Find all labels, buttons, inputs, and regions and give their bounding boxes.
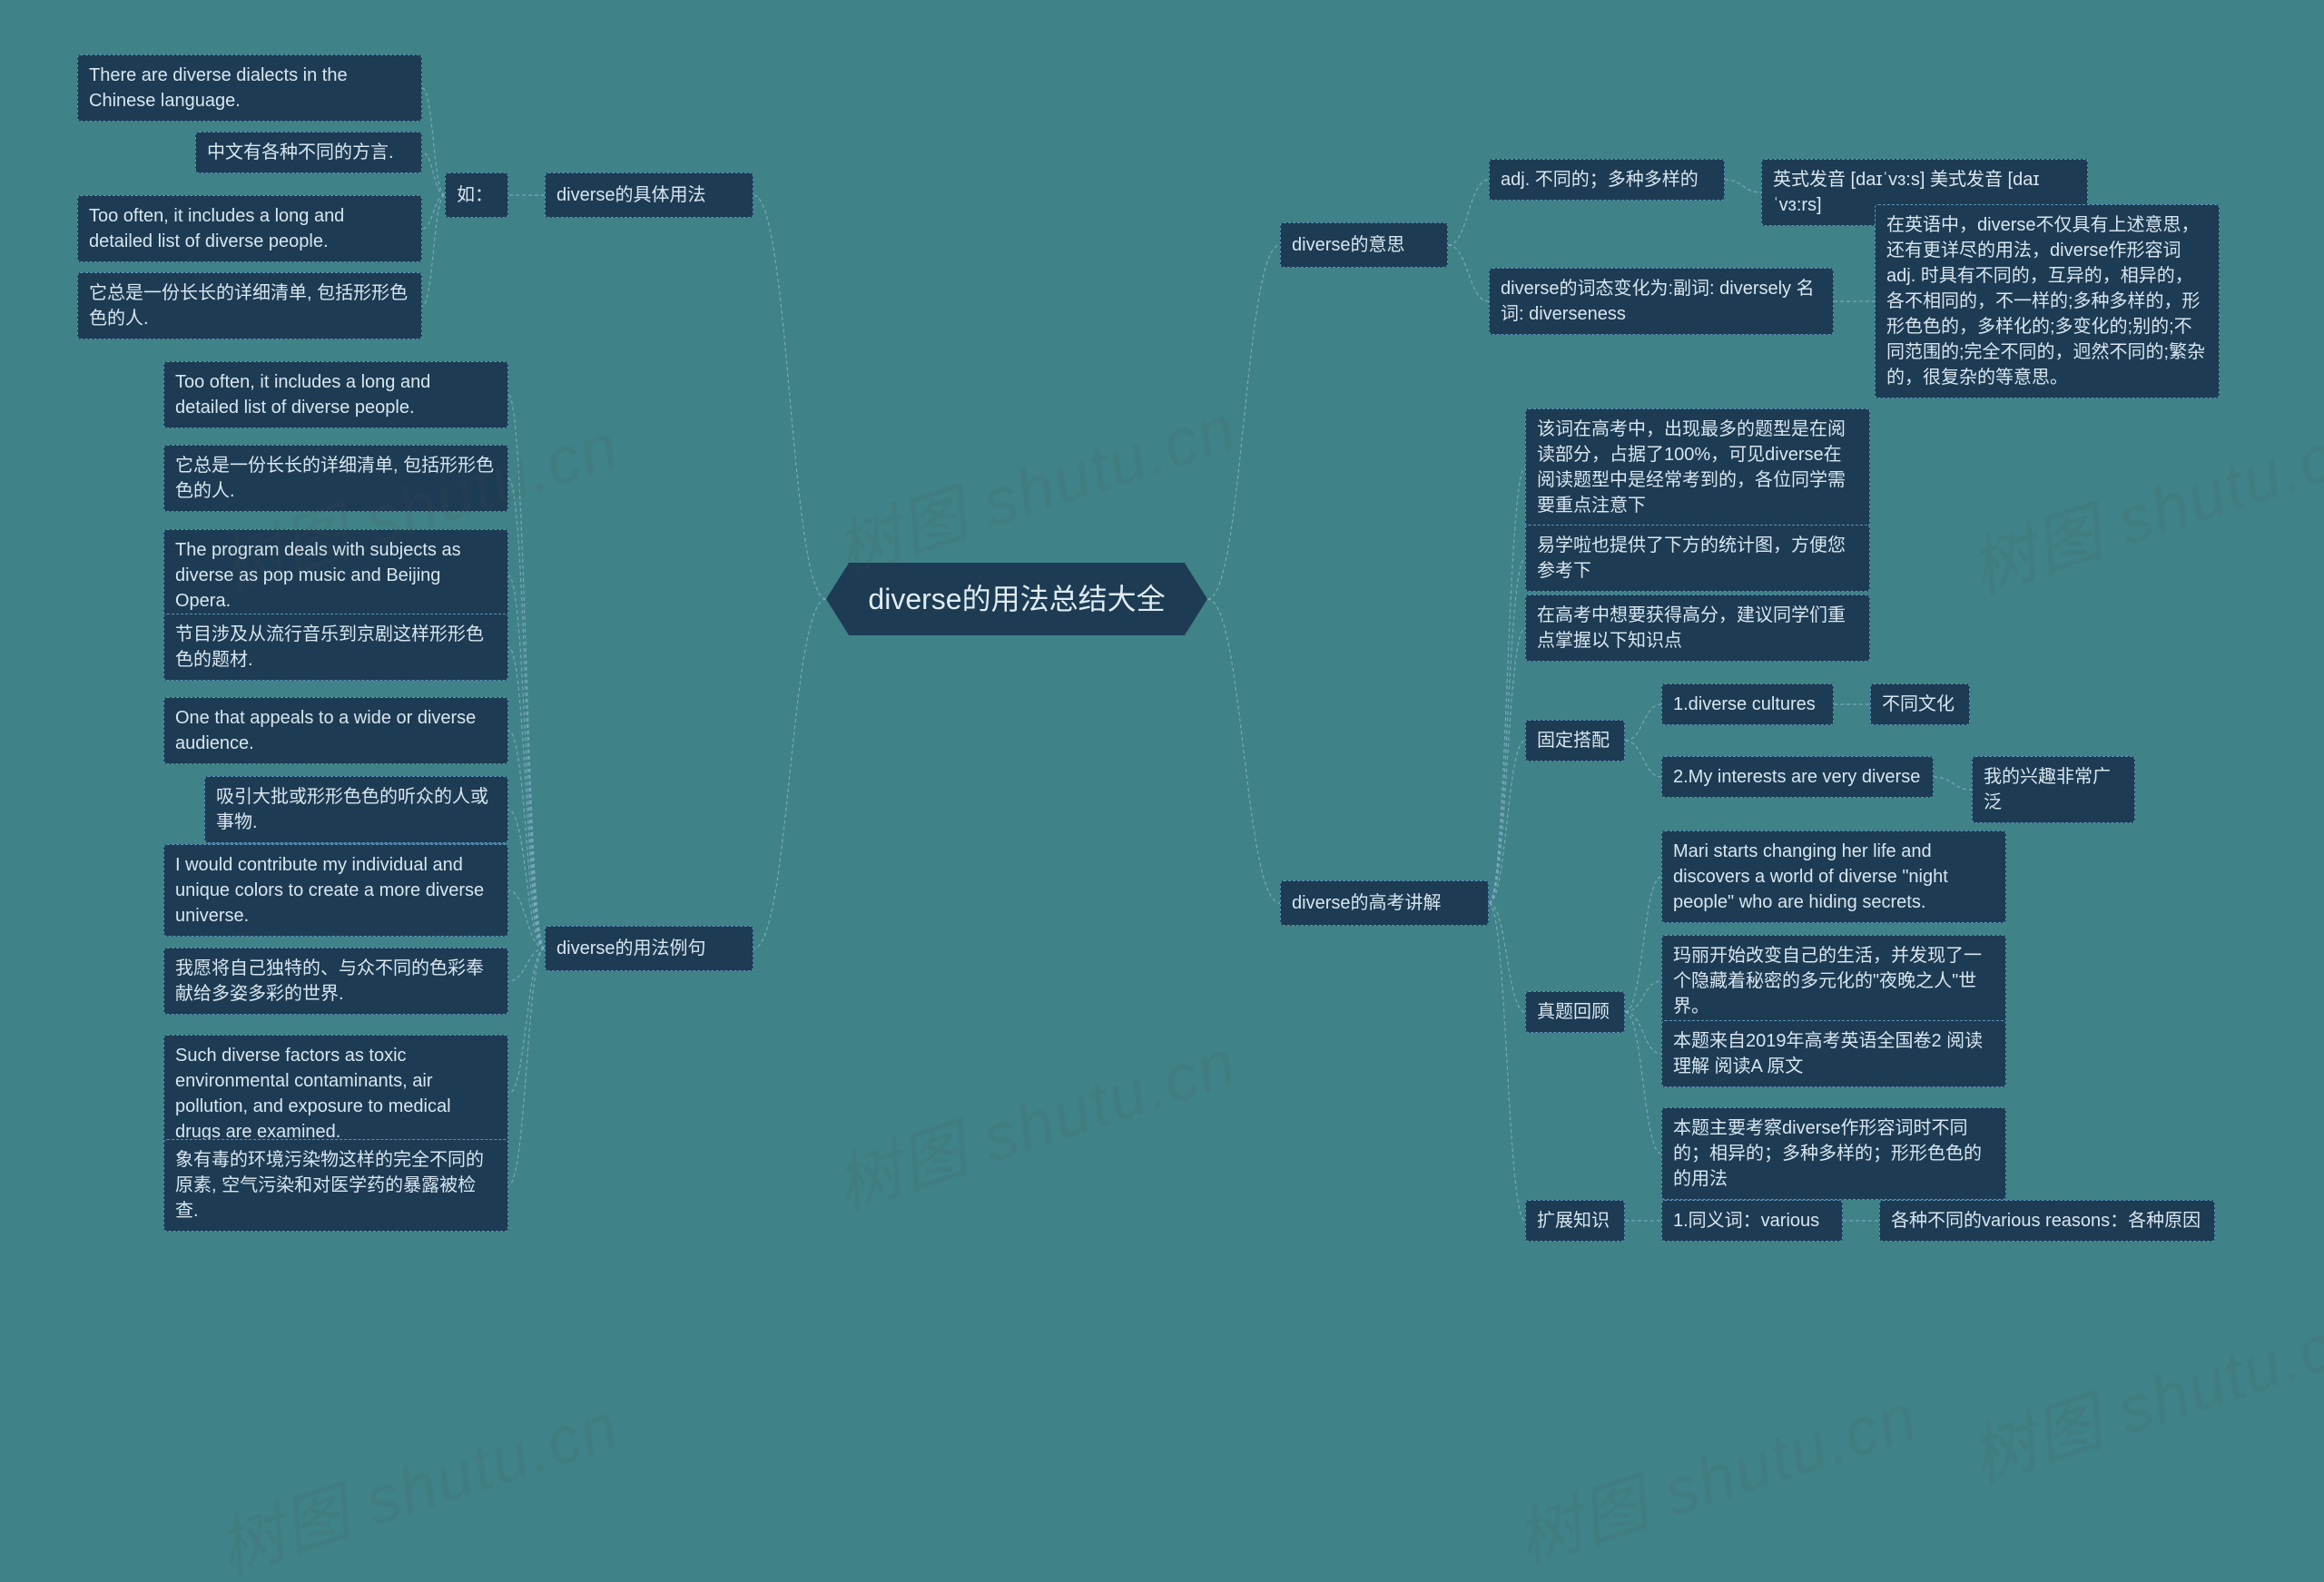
node-label: 我的兴趣非常广泛: [1984, 764, 2123, 815]
node-label: 该词在高考中，出现最多的题型是在阅读部分，占据了100%，可见diverse在阅…: [1537, 417, 1858, 518]
node-label: 2.My interests are very diverse: [1673, 764, 1920, 790]
mindmap-node[interactable]: 本题来自2019年高考英语全国卷2 阅读理解 阅读A 原文: [1661, 1020, 2006, 1087]
node-label: diverse的具体用法: [556, 182, 705, 208]
mindmap-node[interactable]: diverse的具体用法: [545, 172, 753, 218]
node-label: 固定搭配: [1537, 728, 1610, 753]
mindmap-node[interactable]: Such diverse factors as toxic environmen…: [163, 1035, 508, 1153]
node-label: diverse的词态变化为:副词: diversely 名词: diversen…: [1501, 276, 1822, 327]
node-label: 不同文化: [1882, 692, 1955, 717]
mindmap-canvas: diverse的用法总结大全 diverse的具体用法 如： There are di…: [0, 0, 2324, 1582]
node-label: There are diverse dialects in the Chines…: [89, 63, 410, 113]
node-label: diverse的用法例句: [556, 936, 705, 961]
node-label: Such diverse factors as toxic environmen…: [175, 1043, 497, 1145]
node-label: 我愿将自己独特的、与众不同的色彩奉献给多姿多彩的世界.: [175, 956, 497, 1007]
mindmap-node[interactable]: Too often, it includes a long and detail…: [163, 361, 508, 428]
node-label: 如：: [457, 182, 493, 208]
node-label: 真题回顾: [1537, 999, 1610, 1025]
node-label: The program deals with subjects as diver…: [175, 537, 497, 614]
node-label: 中文有各种不同的方言.: [207, 140, 394, 165]
node-label: Mari starts changing her life and discov…: [1673, 839, 1994, 915]
mindmap-node[interactable]: Mari starts changing her life and discov…: [1661, 830, 2006, 923]
node-label: 它总是一份长长的详细清单, 包括形形色色的人.: [175, 453, 497, 504]
mindmap-node[interactable]: 玛丽开始改变自己的生活，并发现了一个隐藏着秘密的多元化的"夜晚之人"世界。: [1661, 935, 2006, 1027]
node-label: Too often, it includes a long and detail…: [175, 369, 497, 420]
node-label: I would contribute my individual and uni…: [175, 852, 497, 929]
node-label: 象有毒的环境污染物这样的完全不同的原素, 空气污染和对医学药的暴露被检查.: [175, 1147, 497, 1223]
mindmap-root[interactable]: diverse的用法总结大全: [826, 563, 1207, 635]
mindmap-node[interactable]: 节目涉及从流行音乐到京剧这样形形色色的题材.: [163, 614, 508, 681]
watermark: 树图 shutu.cn: [822, 374, 1246, 593]
watermark: 树图 shutu.cn: [822, 1009, 1246, 1228]
mindmap-node[interactable]: 1.同义词：various: [1661, 1200, 1843, 1242]
node-label: 1.同义词：various: [1673, 1208, 1819, 1233]
mindmap-node[interactable]: 真题回顾: [1525, 991, 1625, 1033]
node-label: diverse的高考讲解: [1292, 890, 1441, 916]
mindmap-node[interactable]: 本题主要考察diverse作形容词时不同的；相异的；多种多样的；形形色色的的用法: [1661, 1107, 2006, 1200]
node-label: 在英语中，diverse不仅具有上述意思，还有更详尽的用法，diverse作形容…: [1886, 212, 2208, 390]
node-label: 1.diverse cultures: [1673, 692, 1816, 717]
mindmap-node[interactable]: 扩展知识: [1525, 1200, 1625, 1242]
node-label: adj. 不同的；多种多样的: [1501, 167, 1699, 192]
mindmap-node[interactable]: diverse的词态变化为:副词: diversely 名词: diversen…: [1489, 268, 1834, 335]
mindmap-node[interactable]: 吸引大批或形形色色的听众的人或事物.: [204, 776, 508, 843]
watermark: 树图 shutu.cn: [1956, 1282, 2324, 1500]
mindmap-node[interactable]: diverse的用法例句: [545, 926, 753, 971]
mindmap-node[interactable]: The program deals with subjects as diver…: [163, 529, 508, 622]
mindmap-node[interactable]: 我愿将自己独特的、与众不同的色彩奉献给多姿多彩的世界.: [163, 948, 508, 1015]
node-label: 节目涉及从流行音乐到京剧这样形形色色的题材.: [175, 622, 497, 673]
mindmap-node[interactable]: I would contribute my individual and uni…: [163, 844, 508, 937]
mindmap-node[interactable]: 各种不同的various reasons：各种原因: [1879, 1200, 2215, 1242]
mindmap-node[interactable]: diverse的高考讲解: [1280, 880, 1489, 926]
mindmap-node[interactable]: 固定搭配: [1525, 720, 1625, 762]
node-label: 吸引大批或形形色色的听众的人或事物.: [216, 784, 497, 835]
mindmap-node[interactable]: 它总是一份长长的详细清单, 包括形形色色的人.: [163, 445, 508, 512]
watermark: 树图 shutu.cn: [204, 1372, 629, 1582]
node-label: 玛丽开始改变自己的生活，并发现了一个隐藏着秘密的多元化的"夜晚之人"世界。: [1673, 943, 1994, 1019]
mindmap-node[interactable]: Too often, it includes a long and detail…: [77, 195, 422, 262]
mindmap-node[interactable]: 易学啦也提供了下方的统计图，方便您参考下: [1525, 525, 1870, 592]
node-label: 易学啦也提供了下方的统计图，方便您参考下: [1537, 533, 1858, 584]
mindmap-node[interactable]: 它总是一份长长的详细清单, 包括形形色色的人.: [77, 272, 422, 339]
mindmap-node[interactable]: 2.My interests are very diverse: [1661, 756, 1934, 798]
mindmap-node[interactable]: 该词在高考中，出现最多的题型是在阅读部分，占据了100%，可见diverse在阅…: [1525, 408, 1870, 526]
node-label: 各种不同的various reasons：各种原因: [1891, 1208, 2201, 1233]
watermark: 树图 shutu.cn: [1956, 392, 2324, 611]
mindmap-node[interactable]: 中文有各种不同的方言.: [195, 132, 422, 173]
node-label: 在高考中想要获得高分，建议同学们重点掌握以下知识点: [1537, 603, 1858, 653]
node-label: Too often, it includes a long and detail…: [89, 203, 410, 254]
mindmap-node[interactable]: adj. 不同的；多种多样的: [1489, 159, 1725, 201]
node-label: 它总是一份长长的详细清单, 包括形形色色的人.: [89, 280, 410, 331]
mindmap-node[interactable]: 在英语中，diverse不仅具有上述意思，还有更详尽的用法，diverse作形容…: [1875, 204, 2220, 398]
mindmap-node[interactable]: 如：: [445, 172, 508, 218]
node-label: 扩展知识: [1537, 1208, 1610, 1233]
mindmap-node[interactable]: 我的兴趣非常广泛: [1972, 756, 2135, 823]
node-label: 本题来自2019年高考英语全国卷2 阅读理解 阅读A 原文: [1673, 1028, 1994, 1079]
mindmap-node[interactable]: 1.diverse cultures: [1661, 683, 1834, 725]
mindmap-node[interactable]: diverse的意思: [1280, 222, 1448, 268]
mindmap-node[interactable]: 象有毒的环境污染物这样的完全不同的原素, 空气污染和对医学药的暴露被检查.: [163, 1139, 508, 1232]
root-label: diverse的用法总结大全: [868, 579, 1165, 620]
node-label: One that appeals to a wide or diverse au…: [175, 705, 497, 756]
mindmap-node[interactable]: One that appeals to a wide or diverse au…: [163, 697, 508, 764]
node-label: 本题主要考察diverse作形容词时不同的；相异的；多种多样的；形形色色的的用法: [1673, 1115, 1994, 1192]
mindmap-node[interactable]: There are diverse dialects in the Chines…: [77, 54, 422, 122]
watermark: 树图 shutu.cn: [1502, 1363, 1927, 1582]
node-label: diverse的意思: [1292, 232, 1404, 258]
mindmap-node[interactable]: 在高考中想要获得高分，建议同学们重点掌握以下知识点: [1525, 594, 1870, 662]
mindmap-node[interactable]: 不同文化: [1870, 683, 1970, 725]
